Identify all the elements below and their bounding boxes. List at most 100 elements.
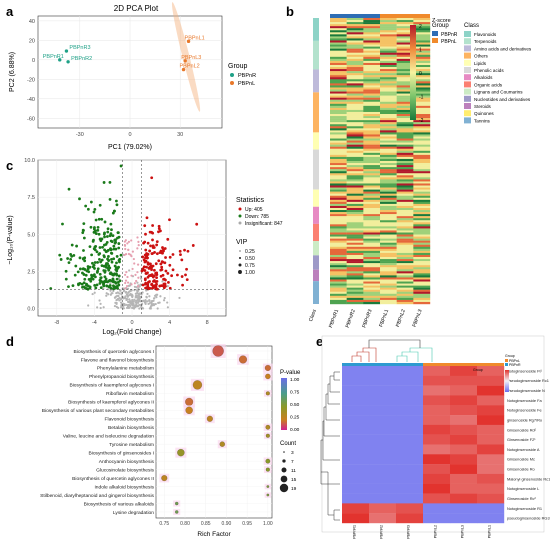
heatmap-cell (413, 283, 431, 286)
heatmap-cell (396, 134, 414, 137)
heatmap-cell (346, 101, 364, 104)
kegg-pathway-label: Stilbenoid, diarylheptanoid and gingerol… (40, 493, 154, 499)
volcano-x-tick-label: 8 (206, 320, 209, 326)
heatmap-cell (413, 250, 431, 254)
volcano-point-up (170, 274, 174, 278)
heatmap-cell (396, 169, 414, 172)
heatmap-cell (413, 103, 431, 107)
panel-label-b: b (286, 4, 294, 19)
heatmap-cell (346, 77, 364, 80)
volcano-point-insignificant (107, 293, 110, 296)
heatmap-cell (380, 267, 397, 270)
heatmap-cell (363, 230, 381, 233)
heatmap-cell (330, 99, 347, 102)
clustermap-cell (369, 405, 397, 416)
volcano-point-down (112, 244, 116, 248)
volcano-point-down (106, 227, 110, 231)
volcano-point-insignificant (124, 296, 127, 300)
heatmap-cell (363, 122, 381, 125)
heatmap-cell (396, 230, 414, 233)
volcano-point-insignificant (131, 250, 134, 253)
heatmap-cell (346, 120, 364, 123)
heatmap-cell (363, 236, 381, 239)
heatmap-cell (346, 158, 364, 162)
heatmap-cell (413, 120, 431, 123)
clustermap-cell (450, 395, 478, 406)
heatmap-cell (346, 116, 364, 119)
heatmap-cell (330, 238, 347, 241)
heatmap-cell (363, 183, 381, 186)
heatmap-cell (330, 299, 347, 303)
clustermap-cell (396, 513, 424, 524)
heatmap-cell (380, 83, 397, 86)
volcano-point-insignificant (151, 304, 154, 307)
volcano-point-up (144, 232, 147, 236)
clustermap-cell (423, 405, 451, 416)
heatmap-cell (380, 144, 397, 147)
heatmap-cell (396, 283, 414, 286)
pca-ylabel: PC2 (6.88%) (9, 52, 16, 92)
heatmap-cell (346, 287, 364, 290)
clustermap-cell (342, 513, 370, 524)
heatmap-cell (380, 152, 397, 156)
heatmap-cell (396, 120, 414, 123)
heatmap-cell (413, 83, 431, 86)
heatmap-cell (330, 181, 347, 184)
heatmap-cell (413, 60, 431, 64)
volcano-point-down (78, 256, 82, 260)
heatmap-cell (380, 105, 397, 109)
heatmap-cell (413, 285, 431, 288)
heatmap-cell (380, 301, 397, 305)
heatmap-cell (363, 85, 381, 88)
heatmap-cell (346, 179, 364, 182)
heatmap-cell (346, 291, 364, 294)
heatmap-class-segment (313, 223, 319, 242)
panel-label-d: d (6, 334, 14, 349)
volcano-point-down (105, 240, 109, 244)
heatmap-cell (380, 285, 397, 288)
volcano-point-up (160, 251, 164, 255)
pca-y-tick-label: -40 (27, 97, 35, 103)
volcano-point-insignificant (115, 299, 118, 302)
volcano-point-insignificant (135, 299, 138, 302)
volcano-point-up (159, 262, 163, 266)
heatmap-cell (363, 257, 381, 260)
kegg-x-tick-label: 0.80 (180, 521, 190, 527)
heatmap-cell (346, 46, 364, 49)
volcano-point-insignificant (124, 247, 127, 251)
clustermap-row-label: Ginsenoside Rc² (507, 496, 536, 501)
volcano-point-down (113, 241, 117, 245)
clustermap-cell (396, 395, 424, 406)
volcano-point-insignificant (109, 289, 112, 292)
heatmap-cell (363, 191, 381, 194)
volcano-point-down (98, 281, 102, 285)
heatmap-cell (346, 222, 364, 225)
volcano-point-insignificant (146, 292, 149, 296)
heatmap-cell (330, 91, 347, 94)
heatmap-cell (413, 105, 431, 109)
pca-point-label: PBPnL1 (185, 35, 205, 41)
pca-y-tick-label: 0 (32, 58, 35, 64)
volcano-point-down (88, 285, 92, 289)
heatmap-cell (363, 281, 381, 284)
heatmap-cell (330, 283, 347, 286)
clustermap-cell (342, 444, 370, 455)
heatmap-cell (346, 67, 364, 70)
clustermap-cell (477, 493, 505, 504)
volcano-point-down (107, 264, 111, 268)
volcano-point-insignificant (138, 307, 141, 310)
volcano-point-up (163, 261, 167, 265)
heatmap-cell (363, 277, 381, 280)
heatmap-cell (380, 22, 397, 25)
heatmap-cell (346, 252, 364, 256)
volcano-point-insignificant (129, 300, 132, 303)
volcano-point-down (79, 267, 82, 271)
heatmap-cell (330, 36, 347, 39)
heatmap-cell (363, 195, 381, 198)
heatmap-cell (330, 20, 347, 23)
heatmap-cell (346, 124, 364, 127)
heatmap-cell (413, 38, 431, 41)
heatmap-cell (330, 138, 347, 141)
volcano-point-insignificant (128, 298, 131, 301)
heatmap-cell (413, 165, 431, 168)
